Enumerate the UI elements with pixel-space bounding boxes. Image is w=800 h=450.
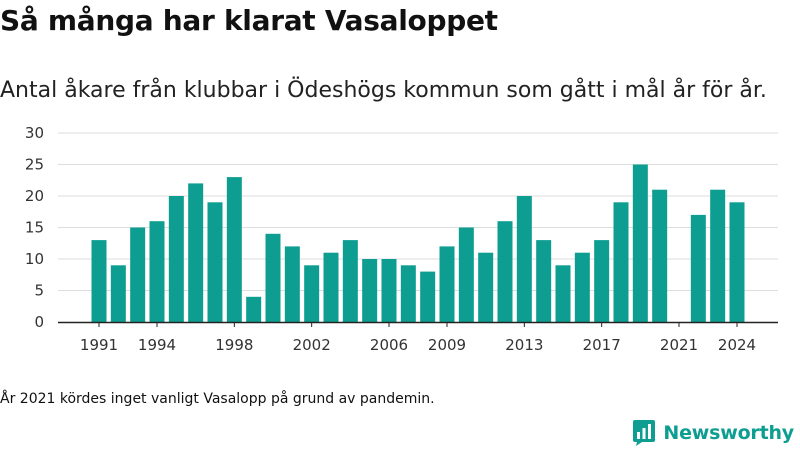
x-tick-label: 2017	[583, 336, 621, 354]
bar	[265, 233, 281, 322]
bar	[574, 252, 590, 322]
bar	[632, 164, 648, 322]
newsworthy-logo-icon	[633, 420, 656, 446]
bar	[110, 265, 126, 322]
bar	[188, 183, 204, 322]
bar	[613, 202, 629, 322]
y-tick-label: 20	[25, 187, 44, 205]
x-tick-label: 2013	[505, 336, 543, 354]
bar	[323, 252, 339, 322]
bar	[420, 271, 436, 322]
x-tick-label: 1991	[80, 336, 118, 354]
tick-labels: 0 5 10 15 20 25 30 1991 1994 1998 2002 2006 2009 2013…	[25, 124, 756, 354]
bar	[536, 240, 552, 322]
x-tick-label: 1998	[215, 336, 253, 354]
y-tick-label: 10	[25, 250, 44, 268]
bar	[478, 252, 494, 322]
footnote: År 2021 kördes inget vanligt Vasalopp på…	[0, 391, 435, 407]
x-tick-label: 1994	[138, 336, 176, 354]
bar	[91, 240, 107, 322]
x-tick-label: 2021	[660, 336, 698, 354]
bar	[342, 240, 358, 322]
bar	[284, 246, 300, 322]
y-tick-label: 0	[34, 313, 44, 331]
y-tick-label: 25	[25, 156, 44, 174]
bar	[207, 202, 223, 322]
brand-logo: Newsworthy	[632, 417, 794, 449]
x-tick-label: 2024	[718, 336, 756, 354]
bar	[400, 265, 416, 322]
x-axis	[58, 321, 778, 327]
bar	[594, 240, 610, 322]
bar	[710, 189, 726, 322]
bar	[168, 196, 184, 322]
bar	[439, 246, 455, 322]
bar	[652, 189, 668, 322]
bar-chart: 0 5 10 15 20 25 30 1991 1994 1998 2002 2006 2009 2013…	[25, 124, 778, 354]
bars	[91, 164, 745, 322]
x-tick-label: 2006	[370, 336, 408, 354]
bar	[516, 196, 532, 322]
grid-lines	[58, 132, 778, 291]
bar	[304, 265, 320, 322]
bar	[381, 259, 397, 322]
bar	[246, 296, 262, 322]
bar	[729, 202, 745, 322]
y-tick-label: 15	[25, 219, 44, 237]
bar	[226, 177, 242, 322]
chart-subtitle: Antal åkare från klubbar i Ödeshögs komm…	[0, 78, 767, 103]
bar	[458, 227, 474, 322]
bar	[497, 221, 513, 322]
y-tick-label: 30	[25, 124, 44, 142]
bar	[690, 214, 706, 322]
y-tick-label: 5	[34, 282, 44, 300]
x-tick-label: 2002	[293, 336, 331, 354]
bar	[149, 221, 165, 322]
bar	[555, 265, 571, 322]
bar	[362, 259, 378, 322]
x-tick-label: 2009	[428, 336, 466, 354]
brand-name: Newsworthy	[663, 422, 794, 444]
bar	[130, 227, 146, 322]
chart-title: Så många har klarat Vasaloppet	[0, 4, 498, 37]
